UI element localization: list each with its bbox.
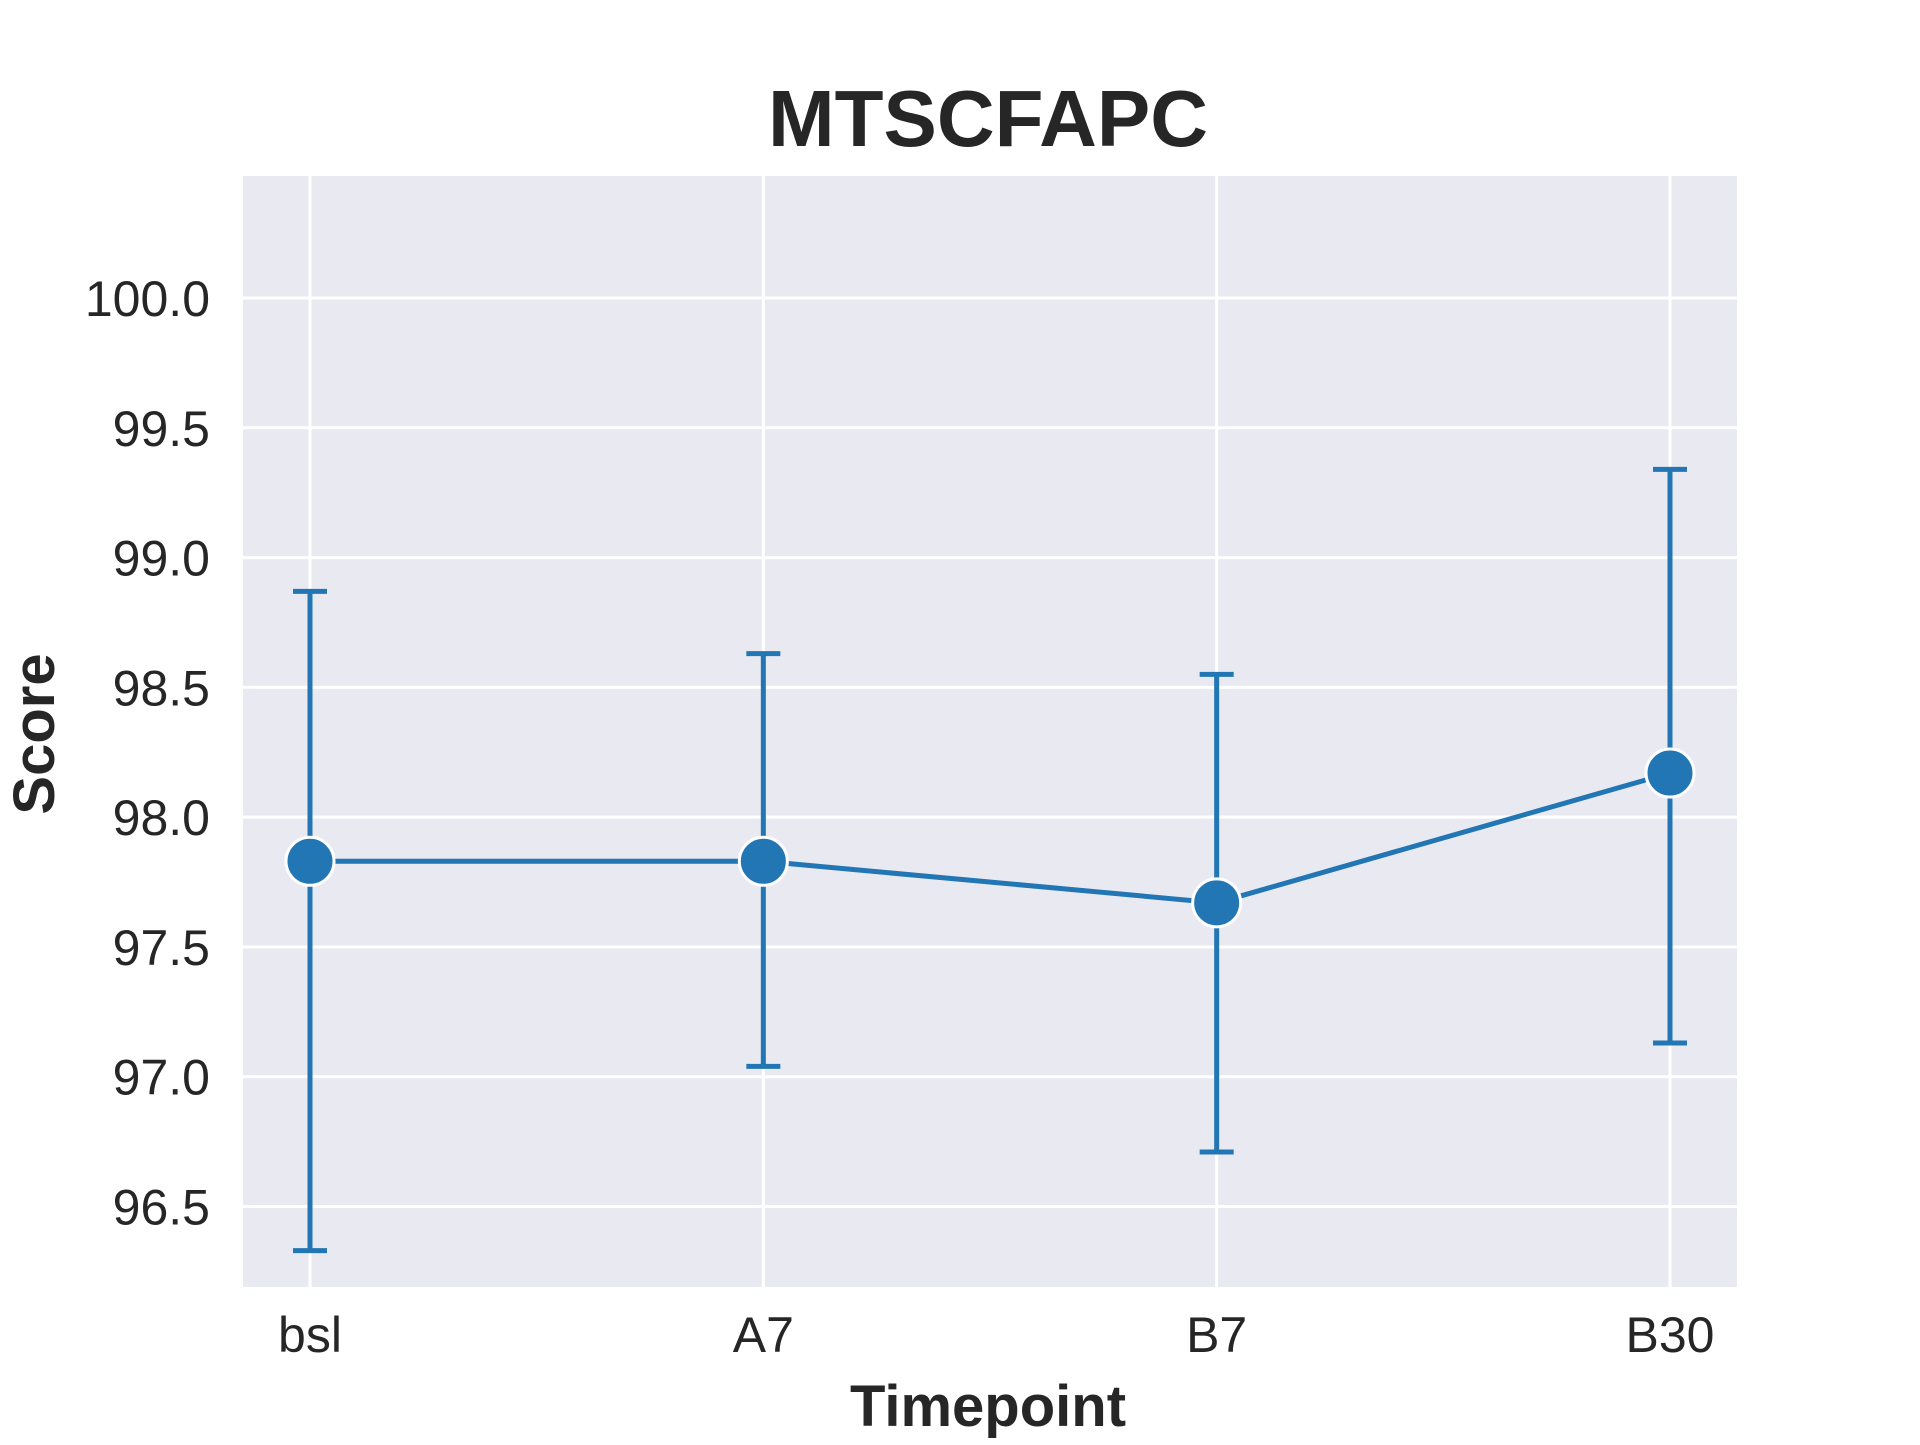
chart-title: MTSCFAPC (768, 74, 1208, 163)
y-tick-label: 98.0 (113, 790, 210, 846)
x-tick-label: bsl (278, 1307, 342, 1363)
data-point (284, 835, 336, 887)
y-axis-title: Score (2, 653, 67, 814)
grid-lines (243, 176, 1737, 1287)
series-layer (284, 466, 1696, 1254)
y-tick-label: 96.5 (113, 1180, 210, 1236)
x-tick-label: B7 (1186, 1307, 1247, 1363)
x-axis-title: Timepoint (850, 1374, 1126, 1439)
y-tick-label: 99.0 (113, 531, 210, 587)
series-line (310, 770, 1671, 906)
tick-labels: 96.5 97.0 97.5 98.0 98.5 99.0 99.5 100.0 bsl A7 B7… (85, 271, 1715, 1363)
x-tick-label: A7 (733, 1307, 794, 1363)
data-point (1644, 747, 1696, 799)
data-point (1191, 877, 1243, 929)
y-tick-label: 97.0 (113, 1050, 210, 1106)
plot-background (243, 176, 1737, 1287)
x-tick-label: B30 (1626, 1307, 1715, 1363)
y-tick-label: 97.5 (113, 920, 210, 976)
y-tick-label: 99.5 (113, 401, 210, 457)
y-tick-label: 100.0 (85, 271, 210, 327)
data-point (737, 835, 789, 887)
y-tick-label: 98.5 (113, 660, 210, 716)
